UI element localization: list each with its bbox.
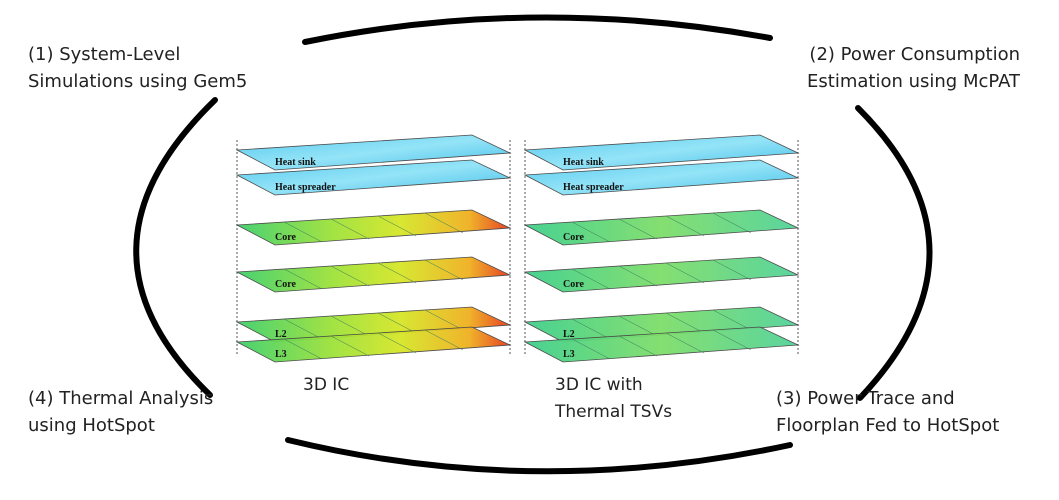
plate-grid: [712, 259, 752, 281]
layer-plate: [235, 134, 512, 171]
arc-bottom: [285, 437, 793, 475]
plate-grid: [424, 212, 464, 234]
stack-caption: Thermal TSVs: [554, 402, 672, 422]
layer-plate: [235, 209, 512, 246]
arc-left: [133, 97, 218, 398]
plate-grid: [377, 332, 417, 354]
layer-label: Heat sink: [563, 157, 604, 168]
layer-plate: [523, 134, 800, 171]
layer-label: Core: [275, 279, 296, 290]
plate-grid: [665, 312, 705, 334]
plate-grid: [618, 335, 658, 357]
step-label: (4) Thermal Analysis: [28, 388, 213, 409]
plate-grid: [377, 215, 417, 237]
plate-grid: [571, 268, 611, 290]
plate-grid: [377, 312, 417, 334]
cycle-arcs: [133, 14, 933, 475]
step-label: using HotSpot: [28, 415, 155, 436]
arc-right: [855, 105, 933, 401]
step-label: Simulations using Gem5: [28, 71, 247, 92]
layer-label: Heat sink: [275, 157, 316, 168]
layer-label: Heat spreader: [563, 182, 624, 193]
layer-label: L3: [563, 349, 575, 360]
plate-grid: [618, 315, 658, 337]
plate-grid: [330, 315, 370, 337]
layer-plate: [523, 326, 800, 363]
plate-grid: [571, 318, 611, 340]
plate-grid: [330, 265, 370, 287]
layer-label: Core: [563, 232, 584, 243]
layer-plate: [523, 209, 800, 246]
plate-grid: [665, 332, 705, 354]
layer-plate: [523, 306, 800, 343]
plate-grid: [424, 329, 464, 351]
layer-plate: [235, 306, 512, 343]
stack-caption: 3D IC with: [555, 375, 643, 395]
layer-plate: [235, 326, 512, 363]
layer-stack: Heat sink Heat spreader Core Core L2 L3: [235, 134, 512, 363]
plate-grid: [618, 265, 658, 287]
plate-grid: [283, 221, 323, 243]
step-label: Estimation using McPAT: [807, 71, 1021, 92]
stack-caption: 3D IC: [303, 375, 349, 395]
step-label: (2) Power Consumption: [809, 44, 1020, 65]
plate-grid: [618, 218, 658, 240]
plate-grid: [571, 221, 611, 243]
step-label: Floorplan Fed to HotSpot: [776, 415, 999, 436]
layer-label: L3: [275, 349, 287, 360]
layer-label: Core: [563, 279, 584, 290]
plate-grid: [330, 218, 370, 240]
step-label: (1) System-Level: [28, 44, 180, 65]
arc-top: [302, 14, 773, 45]
plate-grid: [283, 338, 323, 360]
layer-label: L2: [563, 329, 575, 340]
layer-label: L2: [275, 329, 287, 340]
layer-stack: Heat sink Heat spreader Core Core L2 L3: [523, 134, 800, 363]
plate-grid: [283, 318, 323, 340]
layer-label: Heat spreader: [275, 182, 336, 193]
plate-grid: [712, 309, 752, 331]
step-label: (3) Power Trace and: [776, 388, 955, 409]
plate-grid: [712, 329, 752, 351]
plate-grid: [665, 215, 705, 237]
layer-plate: [523, 159, 800, 196]
layer-plate: [235, 159, 512, 196]
plate-grid: [665, 262, 705, 284]
plate-grid: [424, 259, 464, 281]
layer-plate: [523, 256, 800, 293]
plate-grid: [377, 262, 417, 284]
plate-grid: [424, 309, 464, 331]
layer-label: Core: [275, 232, 296, 243]
plate-grid: [330, 335, 370, 357]
plate-grid: [571, 338, 611, 360]
layer-plate: [235, 256, 512, 293]
plate-grid: [712, 212, 752, 234]
plate-grid: [283, 268, 323, 290]
